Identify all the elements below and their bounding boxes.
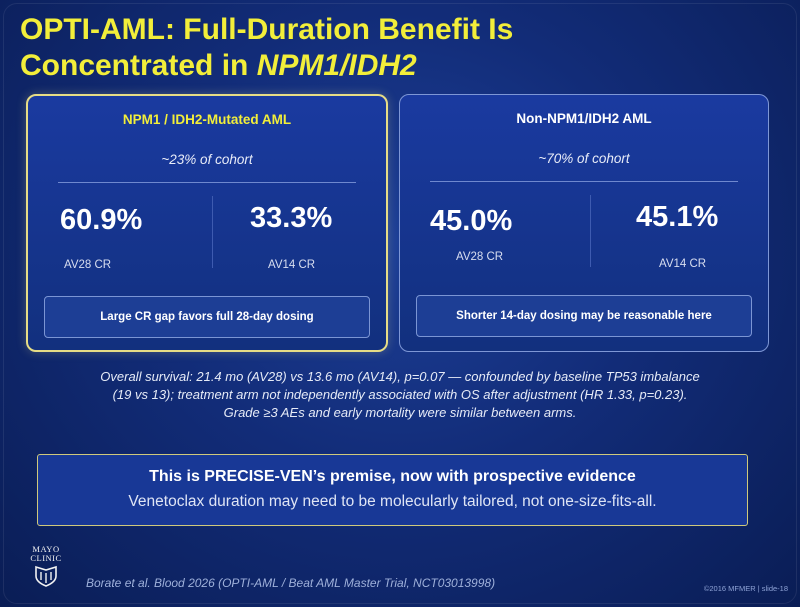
premise-box: This is PRECISE-VEN’s premise, now with …: [37, 454, 748, 526]
notes-line3: Grade ≥3 AEs and early mortality were si…: [223, 405, 577, 420]
notes-line2: (19 vs 13); treatment arm not independen…: [112, 387, 688, 402]
av28-cr-value: 60.9%: [60, 204, 143, 236]
mayo-clinic-logo: MAYO CLINIC: [26, 545, 66, 587]
av14-cr-label: AV14 CR: [268, 259, 316, 271]
stat-divider: [590, 195, 591, 267]
premise-headline: This is PRECISE-VEN’s premise, now with …: [149, 468, 636, 485]
av28-cr-label: AV28 CR: [456, 251, 504, 263]
citation: Borate et al. Blood 2026 (OPTI-AML / Bea…: [86, 576, 496, 590]
av28-cr-label: AV28 CR: [64, 259, 112, 271]
card-conclusion: Shorter 14-day dosing may be reasonable …: [416, 295, 752, 337]
cohort-share: ~23% of cohort: [161, 152, 253, 167]
non-npm1-idh2-card: Non-NPM1/IDH2 AML ~70% of cohort 45.0% A…: [399, 94, 769, 352]
av14-cr-value: 33.3%: [250, 202, 333, 234]
premise-subline: Venetoclax duration may need to be molec…: [128, 493, 657, 510]
av14-cr-label: AV14 CR: [659, 258, 707, 270]
slide-title: OPTI-AML: Full-Duration Benefit Is Conce…: [20, 12, 780, 84]
logo-line2: CLINIC: [30, 553, 62, 563]
title-line2-italic: NPM1/IDH2: [256, 49, 417, 82]
notes-line1: Overall survival: 21.4 mo (AV28) vs 13.6…: [100, 369, 700, 384]
stat-divider: [212, 196, 213, 268]
title-line2: Concentrated in: [20, 49, 257, 82]
slide-footer: ©2016 MFMER | slide-18: [703, 584, 788, 593]
title-line1: OPTI-AML: Full-Duration Benefit Is: [20, 13, 514, 46]
card-header: NPM1 / IDH2-Mutated AML: [122, 112, 292, 127]
av14-cr-value: 45.1%: [636, 201, 719, 233]
av28-cr-value: 45.0%: [430, 205, 513, 237]
logo-line1: MAYO: [32, 544, 60, 554]
divider: [430, 181, 738, 182]
card-header: Non-NPM1/IDH2 AML: [516, 111, 652, 126]
npm1-idh2-card: NPM1 / IDH2-Mutated AML ~23% of cohort 6…: [26, 94, 388, 352]
card-conclusion: Large CR gap favors full 28-day dosing: [44, 296, 370, 338]
cohort-share: ~70% of cohort: [538, 151, 630, 166]
slide-frame: [3, 3, 797, 604]
survival-notes: Overall survival: 21.4 mo (AV28) vs 13.6…: [20, 368, 780, 422]
divider: [58, 182, 356, 183]
mayo-shield-icon: [35, 565, 57, 587]
